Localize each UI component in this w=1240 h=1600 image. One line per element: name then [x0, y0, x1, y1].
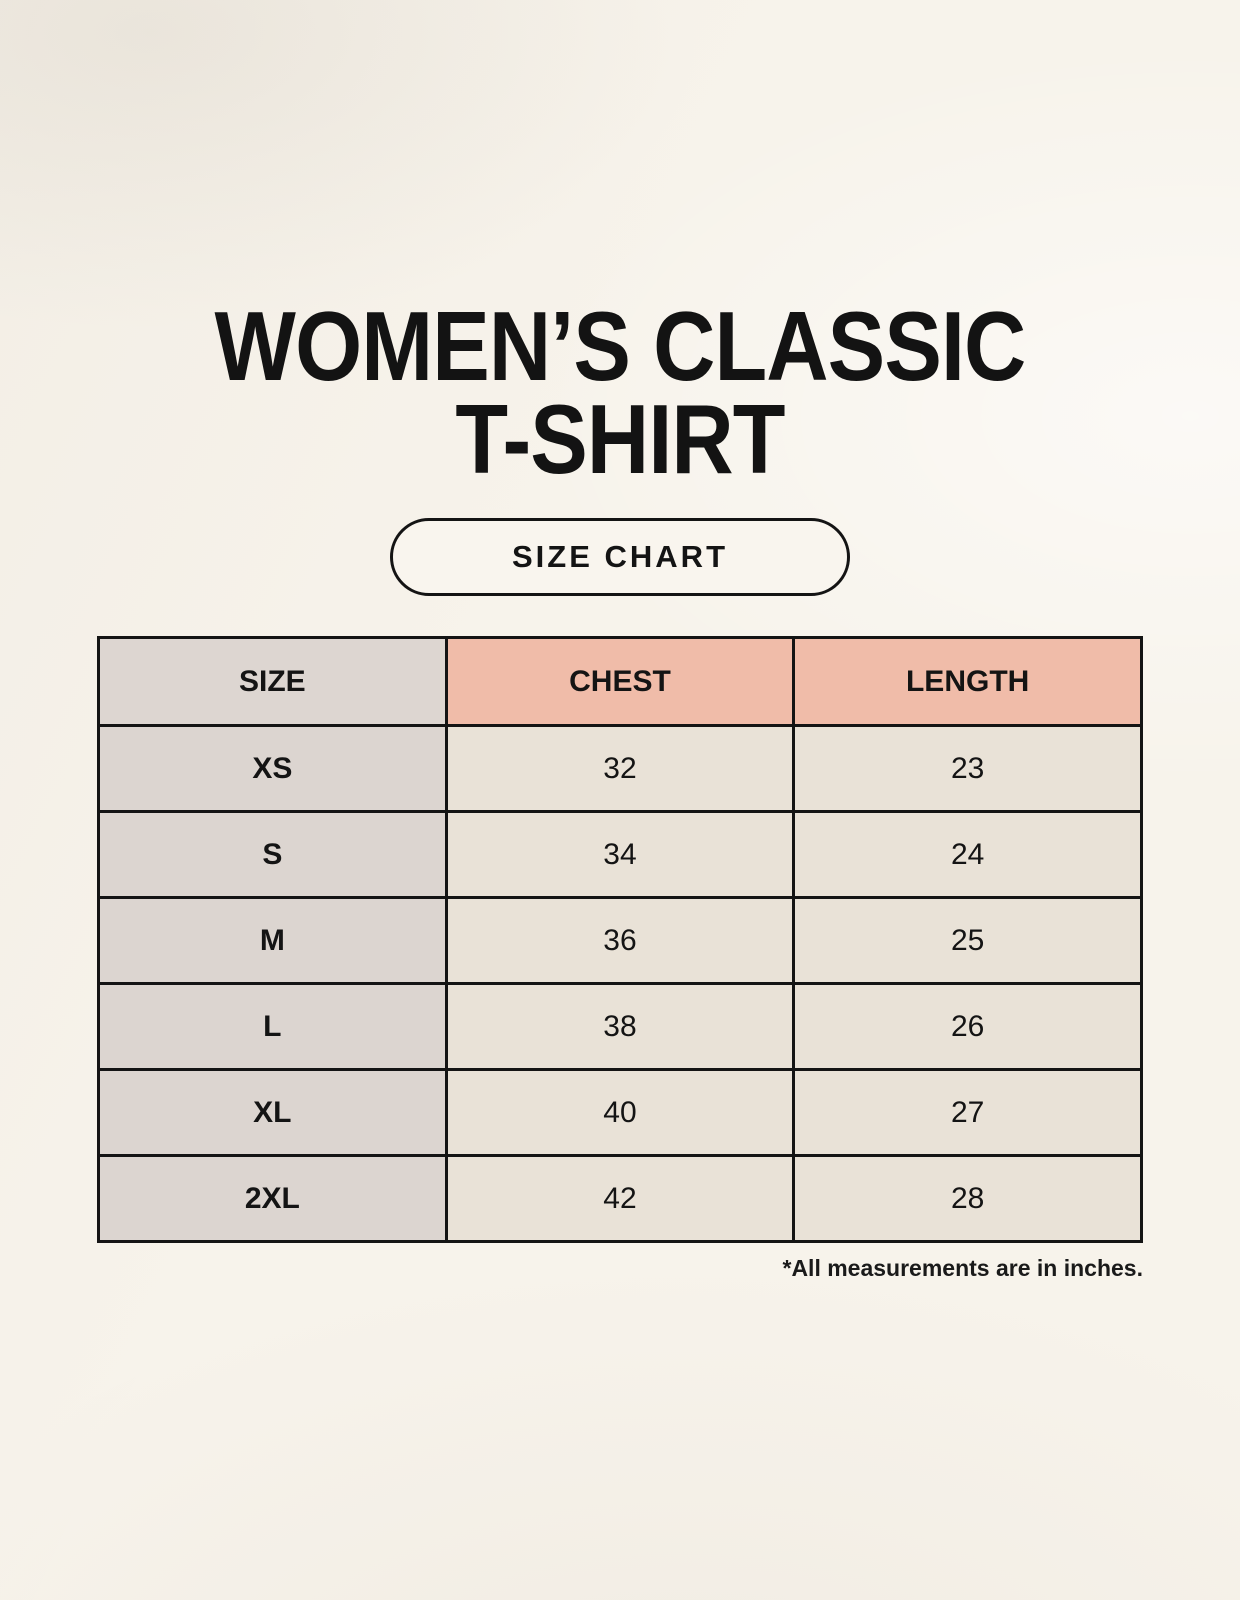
chest-cell: 40	[444, 1068, 796, 1158]
table-row: L 38 26	[97, 982, 1143, 1072]
size-cell: XL	[97, 1068, 448, 1158]
table-row: S 34 24	[97, 810, 1143, 900]
length-cell: 28	[792, 1154, 1143, 1244]
size-chart-button[interactable]: SIZE CHART	[390, 518, 850, 597]
header-cell-size: SIZE	[97, 636, 448, 728]
chest-cell: 32	[444, 724, 796, 814]
size-chart-table: SIZE CHEST LENGTH XS 32 23 S 34 24 M 36 …	[97, 636, 1143, 1244]
page-title-line2: T-SHIRT	[455, 384, 785, 495]
length-cell: 26	[792, 982, 1143, 1072]
table-header-row: SIZE CHEST LENGTH	[97, 636, 1143, 728]
size-cell: M	[97, 896, 448, 986]
header-cell-chest: CHEST	[444, 636, 796, 728]
chest-cell: 38	[444, 982, 796, 1072]
measurements-footnote: *All measurements are in inches.	[782, 1255, 1144, 1282]
size-cell: L	[97, 982, 448, 1072]
chest-cell: 42	[444, 1154, 796, 1244]
size-cell: 2XL	[97, 1154, 448, 1244]
table-row: 2XL 42 28	[97, 1154, 1143, 1244]
page-title-line1: WOMEN’S CLASSIC	[214, 291, 1027, 401]
chest-cell: 36	[444, 896, 796, 986]
length-cell: 27	[792, 1068, 1143, 1158]
size-cell: XS	[97, 724, 448, 814]
length-cell: 25	[792, 896, 1143, 986]
table-row: XS 32 23	[97, 724, 1143, 814]
table-row: M 36 25	[97, 896, 1143, 986]
length-cell: 24	[792, 810, 1143, 900]
table-row: XL 40 27	[97, 1068, 1143, 1158]
page-title: WOMEN’S CLASSIC T-SHIRT	[74, 0, 1165, 488]
size-cell: S	[97, 810, 448, 900]
header-cell-length: LENGTH	[792, 636, 1143, 728]
length-cell: 23	[792, 724, 1143, 814]
chest-cell: 34	[444, 810, 796, 900]
size-chart-page: WOMEN’S CLASSIC T-SHIRT SIZE CHART SIZE …	[74, 0, 1165, 1282]
